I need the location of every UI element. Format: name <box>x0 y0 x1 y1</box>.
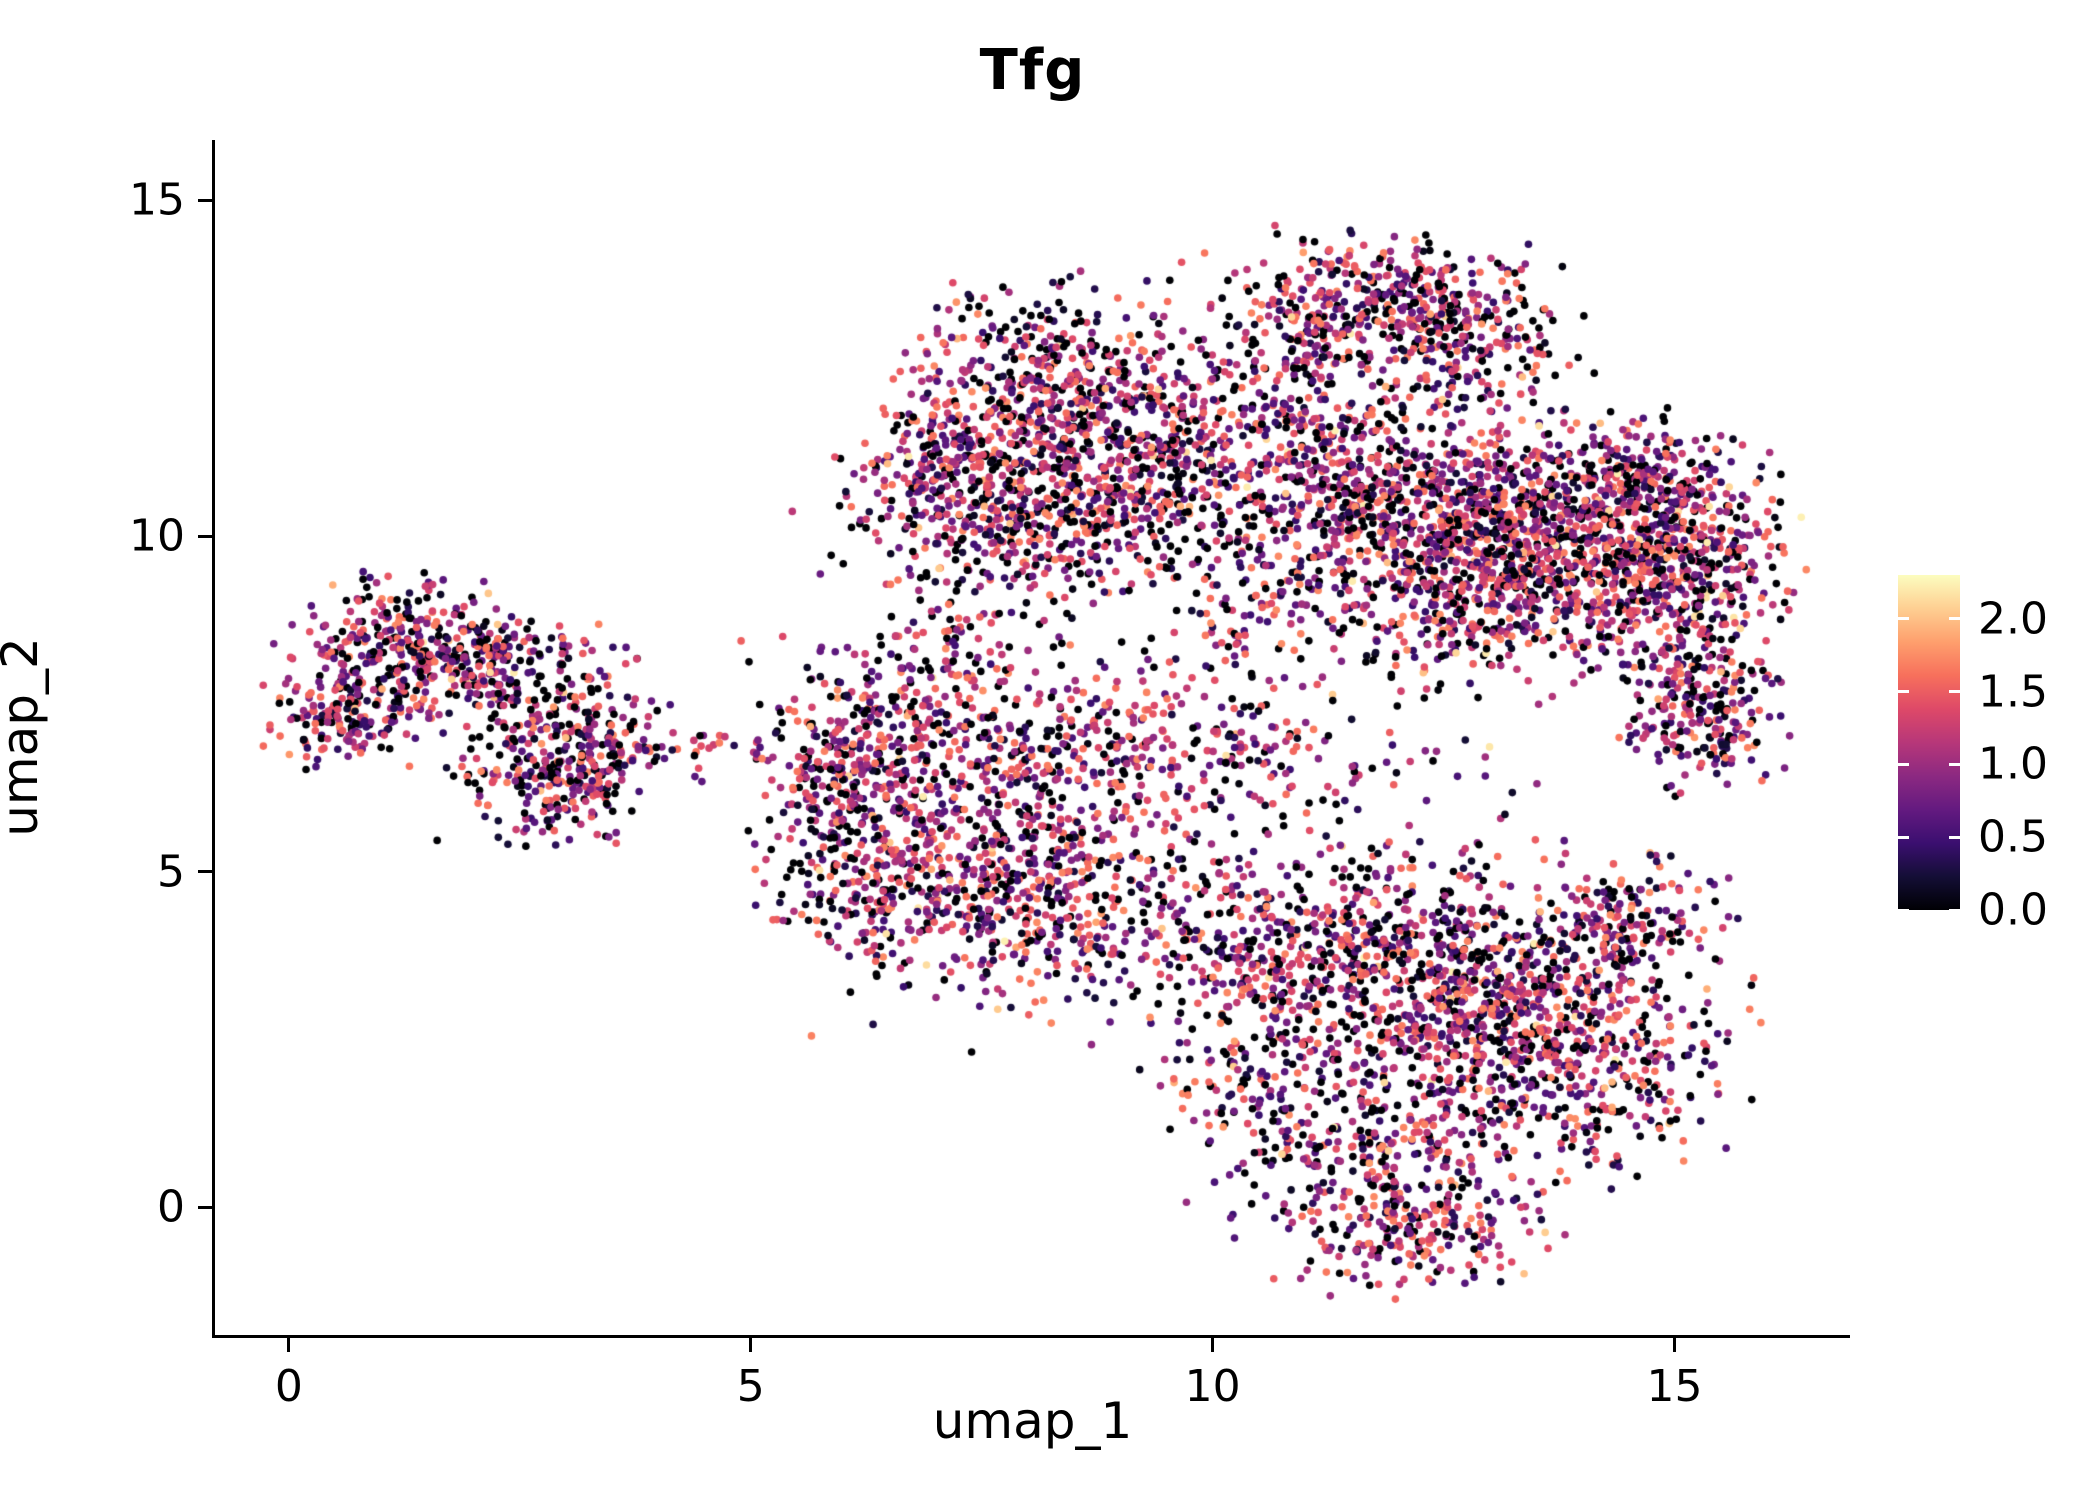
colorbar-tick-notch <box>1949 908 1960 912</box>
colorbar-tick-notch <box>1949 762 1960 766</box>
y-tick-label: 10 <box>129 510 185 562</box>
colorbar-tick-notch <box>1898 617 1909 621</box>
x-axis-line <box>212 1335 1850 1338</box>
colorbar-tick-notch <box>1898 762 1909 766</box>
y-tick-label: 5 <box>157 846 185 898</box>
colorbar-tick-notch <box>1898 908 1909 912</box>
x-tick-mark <box>1211 1338 1215 1352</box>
colorbar-tick-notch <box>1898 835 1909 839</box>
x-tick-mark <box>287 1338 291 1352</box>
colorbar-tick-notch <box>1949 690 1960 694</box>
colorbar-tick-notch <box>1949 617 1960 621</box>
colorbar-tick-label: 2.0 <box>1978 593 2048 645</box>
y-tick-mark <box>198 198 212 202</box>
y-tick-label: 15 <box>129 174 185 226</box>
colorbar-tick-notch <box>1898 690 1909 694</box>
colorbar-tick-label: 0.0 <box>1978 884 2048 936</box>
y-tick-mark <box>198 870 212 874</box>
y-axis-label: umap_2 <box>0 637 49 837</box>
x-tick-label: 5 <box>736 1361 765 1412</box>
x-tick-mark <box>749 1338 753 1352</box>
scatter-points-canvas <box>215 140 1850 1335</box>
y-tick-mark <box>198 1205 212 1209</box>
colorbar-gradient <box>1898 575 1960 910</box>
colorbar-tick-notch <box>1949 835 1960 839</box>
x-tick-label: 0 <box>274 1361 303 1412</box>
y-tick-mark <box>198 534 212 538</box>
x-tick-label: 10 <box>1184 1361 1241 1412</box>
colorbar-tick-label: 1.5 <box>1978 666 2048 718</box>
chart-title: Tfg <box>979 38 1086 103</box>
colorbar-tick-label: 0.5 <box>1978 811 2048 863</box>
y-axis-line <box>212 140 215 1338</box>
y-tick-label: 0 <box>157 1181 185 1233</box>
x-axis-label: umap_1 <box>932 1392 1133 1450</box>
colorbar-tick-label: 1.0 <box>1978 738 2048 790</box>
x-tick-label: 15 <box>1646 1361 1703 1412</box>
x-tick-mark <box>1672 1338 1676 1352</box>
